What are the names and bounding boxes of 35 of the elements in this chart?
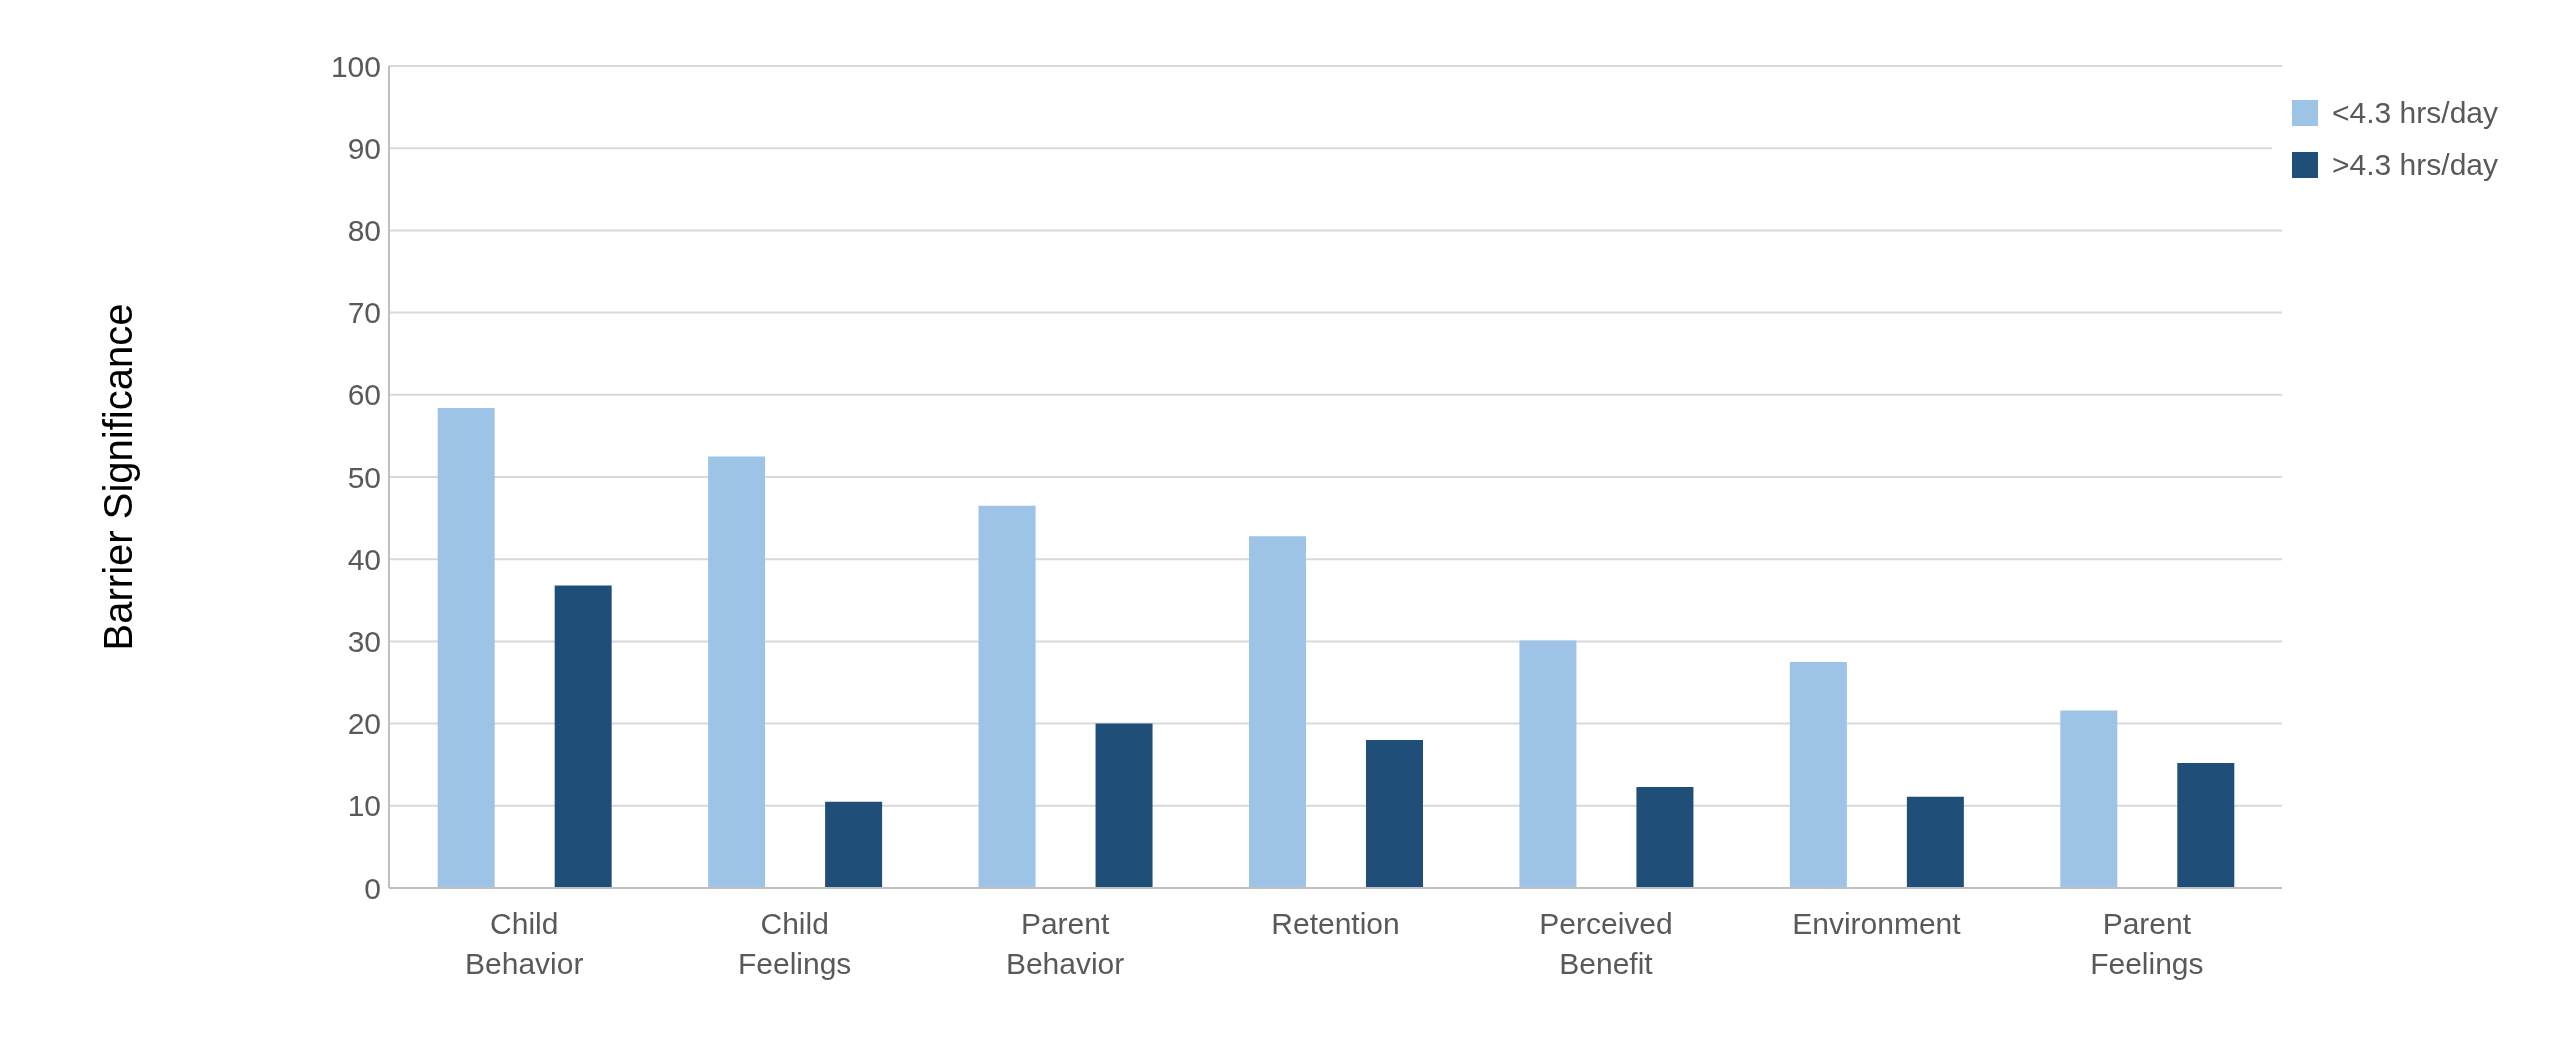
bar [825, 801, 883, 888]
bar [1365, 740, 1423, 888]
bar [2177, 763, 2235, 888]
bar [1095, 723, 1153, 888]
bar [437, 407, 495, 888]
bar [1248, 536, 1306, 888]
bar [708, 456, 766, 888]
y-tick-label: 50 [347, 460, 381, 494]
y-tick-label: 100 [330, 49, 381, 83]
x-tick-label: Child Feelings [737, 907, 852, 980]
x-tick-label: Parent Behavior [1005, 907, 1125, 980]
x-tick-label: Retention [1271, 907, 1400, 940]
y-tick-label: 10 [347, 789, 381, 823]
bar [1906, 796, 1964, 888]
x-tick-label: Perceived Benefit [1539, 907, 1673, 980]
y-tick-label: 80 [347, 214, 381, 248]
legend-label: >4.3 hrs/day [2332, 148, 2498, 182]
y-tick-label: 70 [347, 296, 381, 330]
x-tick-label: Child Behavior [465, 907, 584, 980]
x-tick-label: Environment [1792, 907, 1962, 940]
bar [554, 585, 612, 888]
y-tick-label: 20 [347, 707, 381, 741]
bar [978, 505, 1036, 888]
y-tick-label: 0 [364, 871, 381, 905]
y-tick-label: 60 [347, 378, 381, 412]
y-tick-label: 30 [347, 625, 381, 659]
bar [1636, 786, 1694, 888]
x-tick-label: Parent Feelings [2090, 907, 2204, 980]
y-tick-label: 40 [347, 542, 381, 576]
bar [2060, 710, 2118, 888]
y-axis-title: Barrier Significance [96, 303, 141, 651]
bar [1789, 661, 1847, 888]
bar [1519, 640, 1577, 888]
legend-label: <4.3 hrs/day [2332, 96, 2498, 130]
y-tick-label: 90 [347, 131, 381, 165]
